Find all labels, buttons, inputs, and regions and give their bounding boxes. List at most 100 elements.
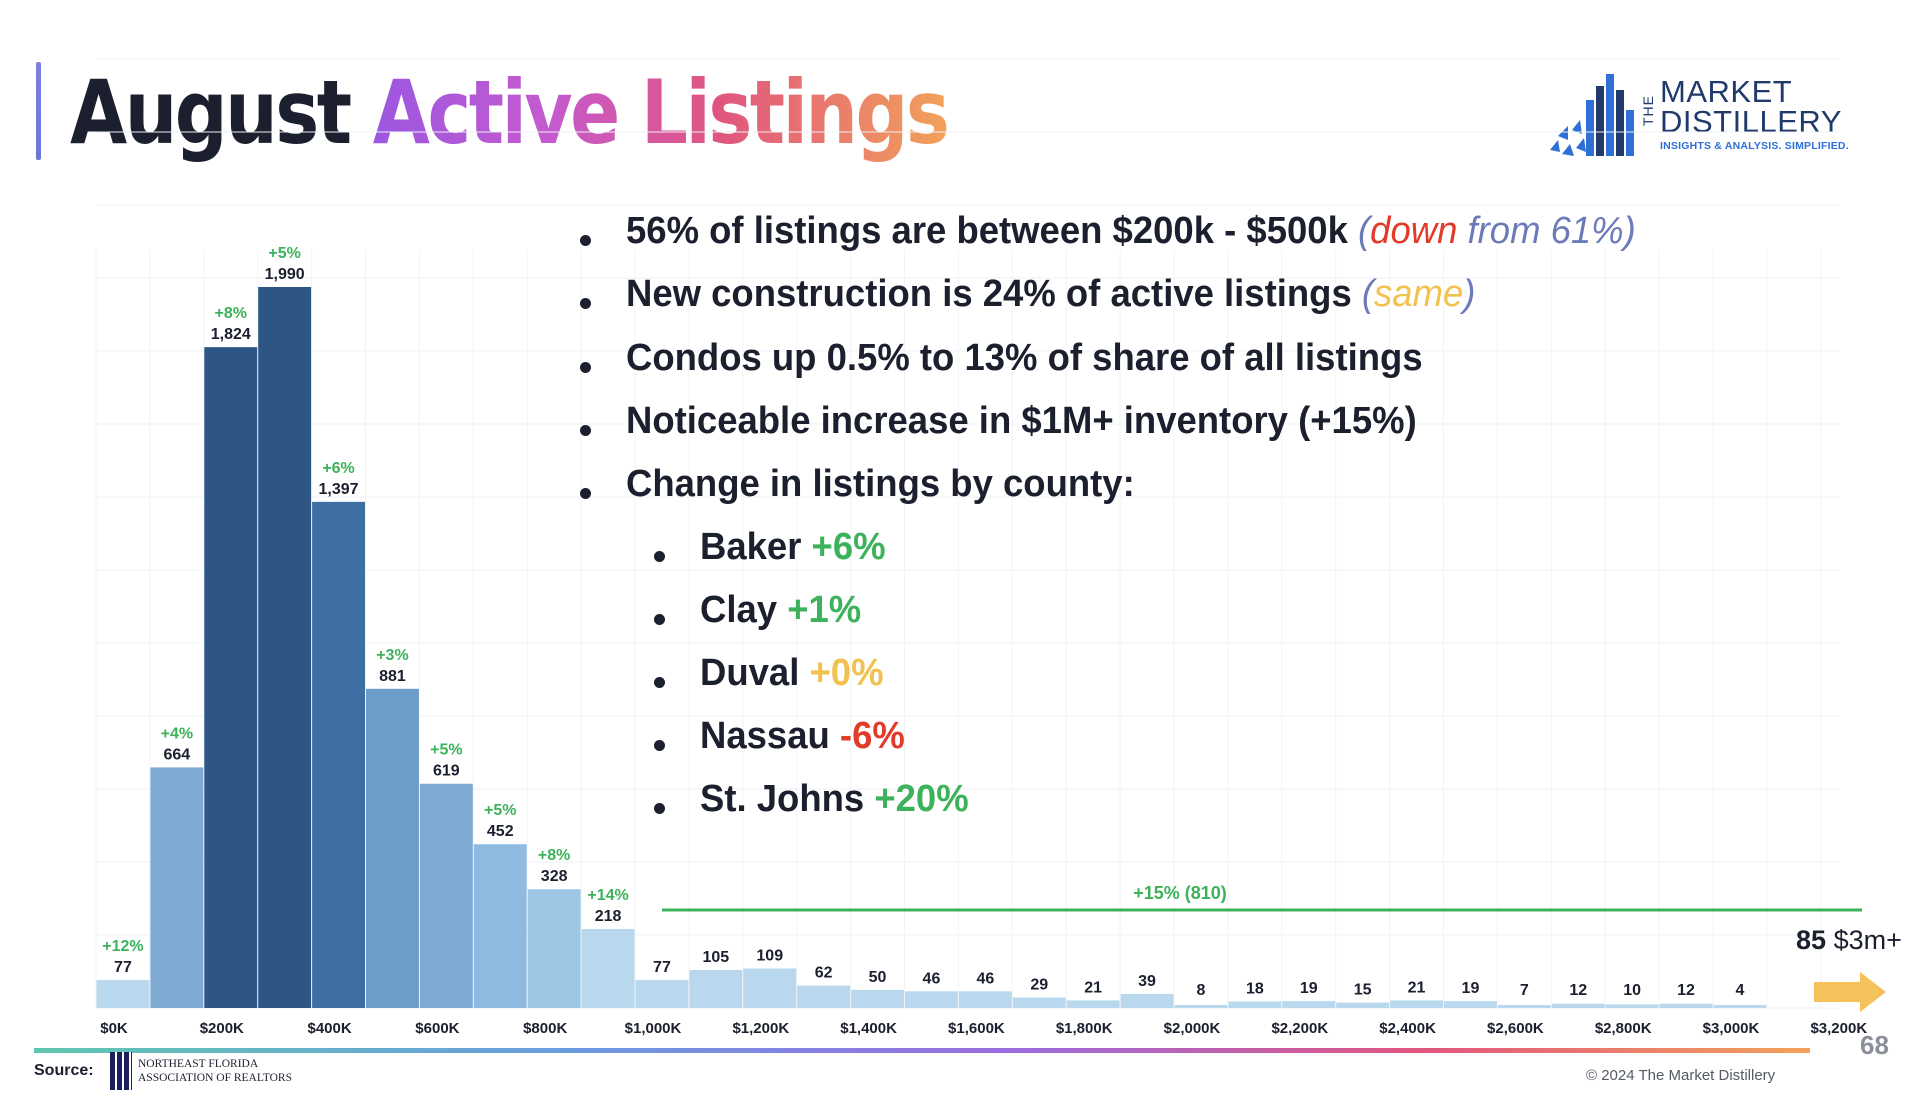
bar-change-label: +6%	[322, 460, 354, 477]
bar-value-label: 10	[1623, 982, 1641, 999]
bar-15	[1336, 1002, 1390, 1008]
bullet-price-range: 56% of listings are between $200k - $500…	[626, 210, 1636, 252]
bar-value-label: 50	[869, 969, 887, 986]
bar-value-label: 12	[1677, 982, 1695, 999]
bar-change-label: +12%	[102, 938, 143, 955]
nefar-logo: NORTHEAST FLORIDA ASSOCIATION OF REALTOR…	[110, 1052, 300, 1092]
x-tick-label: $200K	[200, 1020, 244, 1037]
bar-452	[473, 844, 527, 1008]
bar-664	[150, 767, 204, 1008]
sub-bullet-dot	[654, 551, 665, 562]
x-tick-label: $3,000K	[1703, 1020, 1760, 1037]
county-st-johns: St. Johns +20%	[700, 778, 969, 820]
x-tick-label: $1,600K	[948, 1020, 1005, 1037]
bar-change-label: +8%	[215, 305, 247, 322]
bar-change-label: +3%	[376, 647, 408, 664]
sub-bullet-dot	[654, 740, 665, 751]
x-tick-label: $2,000K	[1164, 1020, 1221, 1037]
x-tick-label: $800K	[523, 1020, 567, 1037]
bar-218	[581, 929, 635, 1008]
sub-bullet-dot	[654, 677, 665, 688]
x-tick-label: $600K	[415, 1020, 459, 1037]
bar-29	[1012, 997, 1066, 1008]
bar-value-label: 664	[163, 746, 190, 763]
sub-bullet-dot	[654, 614, 665, 625]
bar-value-label: 21	[1408, 979, 1426, 996]
nefar-line2: ASSOCIATION OF REALTORS	[138, 1072, 293, 1084]
bar-value-label: 619	[433, 763, 460, 780]
bar-50	[851, 989, 904, 1008]
bullet-dot	[580, 298, 591, 309]
bullet-dot	[580, 488, 591, 499]
x-tick-label: $2,200K	[1271, 1020, 1328, 1037]
bar-value-label: 46	[976, 970, 994, 987]
nefar-line1: NORTHEAST FLORIDA	[138, 1058, 259, 1070]
three-million-plus-label: 85 $3m+	[1796, 925, 1902, 956]
bar-change-label: +5%	[430, 742, 462, 759]
bar-7	[1497, 1005, 1551, 1008]
bar-value-label: 46	[923, 970, 941, 987]
bullet-1m-inventory: Noticeable increase in $1M+ inventory (+…	[626, 400, 1417, 442]
bar-21	[1066, 1000, 1120, 1008]
bar-value-label: 29	[1030, 976, 1048, 993]
bar-1397	[312, 501, 365, 1008]
bar-value-label: 77	[114, 959, 132, 976]
bar-21	[1390, 1000, 1443, 1008]
bar-109	[743, 968, 797, 1008]
bullet-dot	[580, 362, 591, 373]
bar-77	[635, 980, 689, 1008]
bar-change-label: +4%	[161, 725, 193, 742]
nefar-mark-icon	[110, 1052, 132, 1090]
bullet-dot	[580, 235, 591, 246]
bar-619	[419, 783, 473, 1008]
county-clay: Clay +1%	[700, 589, 862, 631]
bar-value-label: 8	[1196, 982, 1205, 999]
bar-18	[1228, 1001, 1282, 1008]
bar-change-label: +14%	[587, 887, 628, 904]
x-tick-label: $3,200K	[1810, 1020, 1867, 1037]
bar-10	[1605, 1004, 1659, 1008]
bar-881	[366, 688, 419, 1008]
chart-x-ticks: $0K $200K $400K $600K $800K $1,000K $1,200K $1,…	[100, 1020, 1867, 1037]
bar-19	[1444, 1001, 1497, 1008]
bar-value-label: 1,990	[265, 266, 305, 283]
bar-change-label: +5%	[484, 802, 516, 819]
bar-value-label: 19	[1462, 980, 1480, 997]
page-title: August Active Listings	[70, 58, 950, 168]
x-tick-label: $400K	[307, 1020, 351, 1037]
bar-19	[1282, 1001, 1336, 1008]
title-subject: Active Listings	[372, 61, 950, 164]
footer-gradient-line	[34, 1048, 1810, 1053]
bar-12	[1659, 1003, 1713, 1008]
bar-value-label: 1,824	[211, 326, 251, 343]
x-tick-label: $0K	[100, 1020, 128, 1037]
bar-1824	[204, 347, 258, 1009]
bar-77	[96, 980, 150, 1008]
bar-value-label: 77	[653, 959, 671, 976]
bar-1990	[258, 287, 312, 1008]
x-tick-label: $2,600K	[1487, 1020, 1544, 1037]
bar-value-label: 18	[1246, 980, 1264, 997]
title-accent-bar	[36, 62, 41, 160]
market-distillery-logo: THE MARKET DISTILLERY INSIGHTS & ANALYSI…	[1548, 70, 1888, 160]
chart-value-labels: 77 +12% 664 +4% 1,824 +8% 1,990 +5% 1,397 +6% 881 +…	[102, 245, 1744, 999]
copyright: © 2024 The Market Distillery	[1586, 1067, 1776, 1084]
bar-46	[958, 991, 1012, 1008]
right-arrow-icon	[1814, 972, 1886, 1012]
bullet-dot	[580, 425, 591, 436]
bar-value-label: 39	[1138, 973, 1156, 990]
bar-value-label: 1,397	[319, 481, 359, 498]
county-nassau: Nassau -6%	[700, 715, 905, 757]
bar-62	[797, 985, 851, 1008]
bar-39	[1120, 993, 1174, 1008]
x-tick-label: $1,200K	[732, 1020, 789, 1037]
bar-4	[1713, 1005, 1767, 1008]
bar-value-label: 328	[541, 868, 568, 885]
bar-value-label: 15	[1354, 982, 1372, 999]
page-number: 68	[1860, 1030, 1889, 1060]
logo-mark-icon	[1550, 74, 1634, 156]
one-million-plus-annotation: +15% (810)	[1133, 883, 1227, 903]
bar-change-label: +5%	[268, 245, 300, 262]
bar-value-label: 4	[1735, 982, 1744, 999]
